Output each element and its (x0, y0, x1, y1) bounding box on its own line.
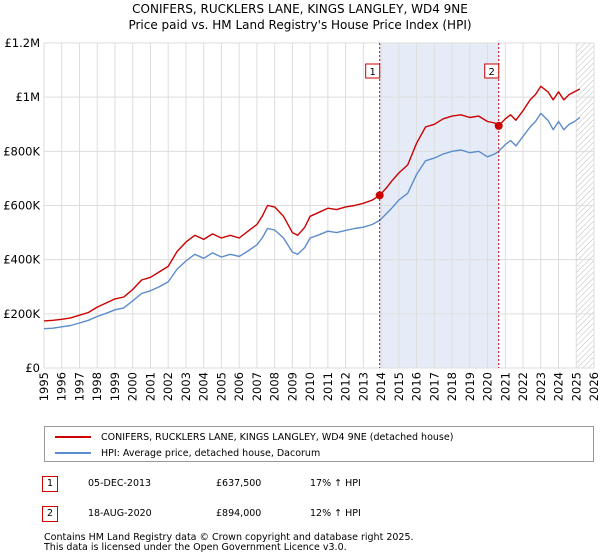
x-tick-label: 2022 (516, 372, 530, 401)
property-series-line (44, 85, 581, 322)
x-tick-label: 2014 (374, 372, 388, 401)
x-tick-label: 2001 (143, 372, 157, 401)
transaction-price: £894,000 (216, 508, 262, 519)
footer-copyright: Contains HM Land Registry data © Crown c… (44, 532, 414, 543)
y-tick-label: £1M (15, 90, 40, 104)
transaction-marker: 2 (42, 506, 58, 522)
x-tick-label: 2021 (498, 372, 512, 401)
x-tick-label: 1998 (90, 372, 104, 401)
x-tick-label: 2008 (268, 372, 282, 401)
x-tick-label: 2026 (587, 372, 600, 401)
sale-label-box (365, 63, 381, 79)
transaction-row: 2 18-AUG-2020 £894,000 12% ↑ HPI (42, 506, 582, 526)
transaction-hpi: 12% ↑ HPI (310, 508, 361, 519)
x-tick-label: 2020 (481, 372, 495, 401)
transaction-date: 05-DEC-2013 (88, 478, 152, 489)
x-tick-label: 2013 (356, 372, 370, 401)
x-tick-label: 2010 (303, 372, 317, 401)
price-chart: 1 2 £0 £200K £400K £600K £800K £1M £1.2M 1995 199… (3, 36, 600, 401)
x-tick-label: 2012 (339, 372, 353, 401)
sale-point (375, 191, 384, 200)
y-tick-label: £200K (3, 307, 40, 321)
legend-label-property: CONIFERS, RUCKLERS LANE, KINGS LANGLEY, … (101, 431, 454, 443)
hpi-series-line (44, 112, 581, 330)
x-tick-label: 2018 (445, 372, 459, 401)
x-tick-label: 2004 (197, 372, 211, 401)
legend-label-hpi: HPI: Average price, detached house, Daco… (101, 447, 321, 459)
x-tick-label: 2025 (569, 372, 583, 401)
x-tick-label: 2003 (179, 372, 193, 401)
x-tick-label: 2023 (534, 372, 548, 401)
legend-item-property: CONIFERS, RUCKLERS LANE, KINGS LANGLEY, … (55, 429, 453, 445)
x-tick-label: 2009 (285, 372, 299, 401)
legend-item-hpi: HPI: Average price, detached house, Daco… (55, 445, 320, 461)
sale-label: 2 (489, 67, 495, 78)
legend: CONIFERS, RUCKLERS LANE, KINGS LANGLEY, … (44, 426, 594, 462)
x-tick-label: 2000 (126, 372, 140, 401)
sale-point (494, 121, 503, 130)
x-tick-label: 2024 (552, 372, 566, 401)
x-tick-label: 2017 (427, 372, 441, 401)
chart-title: CONIFERS, RUCKLERS LANE, KINGS LANGLEY, … (132, 2, 468, 16)
x-tick-label: 2007 (250, 372, 264, 401)
x-tick-label: 2011 (321, 372, 335, 401)
transaction-price: £637,500 (216, 478, 262, 489)
x-tick-label: 2002 (161, 372, 175, 401)
x-tick-label: 1996 (55, 372, 69, 401)
y-tick-label: £600K (3, 199, 40, 213)
x-tick-label: 1999 (108, 372, 122, 401)
footer-licence: This data is licensed under the Open Gov… (44, 542, 347, 553)
y-tick-label: £0 (25, 361, 40, 375)
sale-label-box (484, 63, 500, 79)
x-tick-label: 1995 (37, 372, 51, 401)
y-tick-label: £800K (3, 144, 40, 158)
legend-swatch-blue (55, 452, 91, 454)
transaction-row: 1 05-DEC-2013 £637,500 17% ↑ HPI (42, 476, 582, 496)
chart-subtitle: Price paid vs. HM Land Registry's House … (128, 18, 472, 32)
x-tick-label: 2019 (463, 372, 477, 401)
y-tick-label: £400K (3, 253, 40, 267)
x-tick-label: 2015 (392, 372, 406, 401)
y-tick-label: £1.2M (4, 36, 40, 50)
x-tick-label: 1997 (72, 372, 86, 401)
x-tick-label: 2006 (232, 372, 246, 401)
legend-swatch-red (55, 436, 91, 438)
x-tick-label: 2005 (214, 372, 228, 401)
transaction-marker: 1 (42, 476, 58, 492)
transaction-date: 18-AUG-2020 (88, 508, 152, 519)
x-tick-label: 2016 (410, 372, 424, 401)
sale-label: 1 (369, 67, 375, 78)
transaction-hpi: 17% ↑ HPI (310, 478, 361, 489)
